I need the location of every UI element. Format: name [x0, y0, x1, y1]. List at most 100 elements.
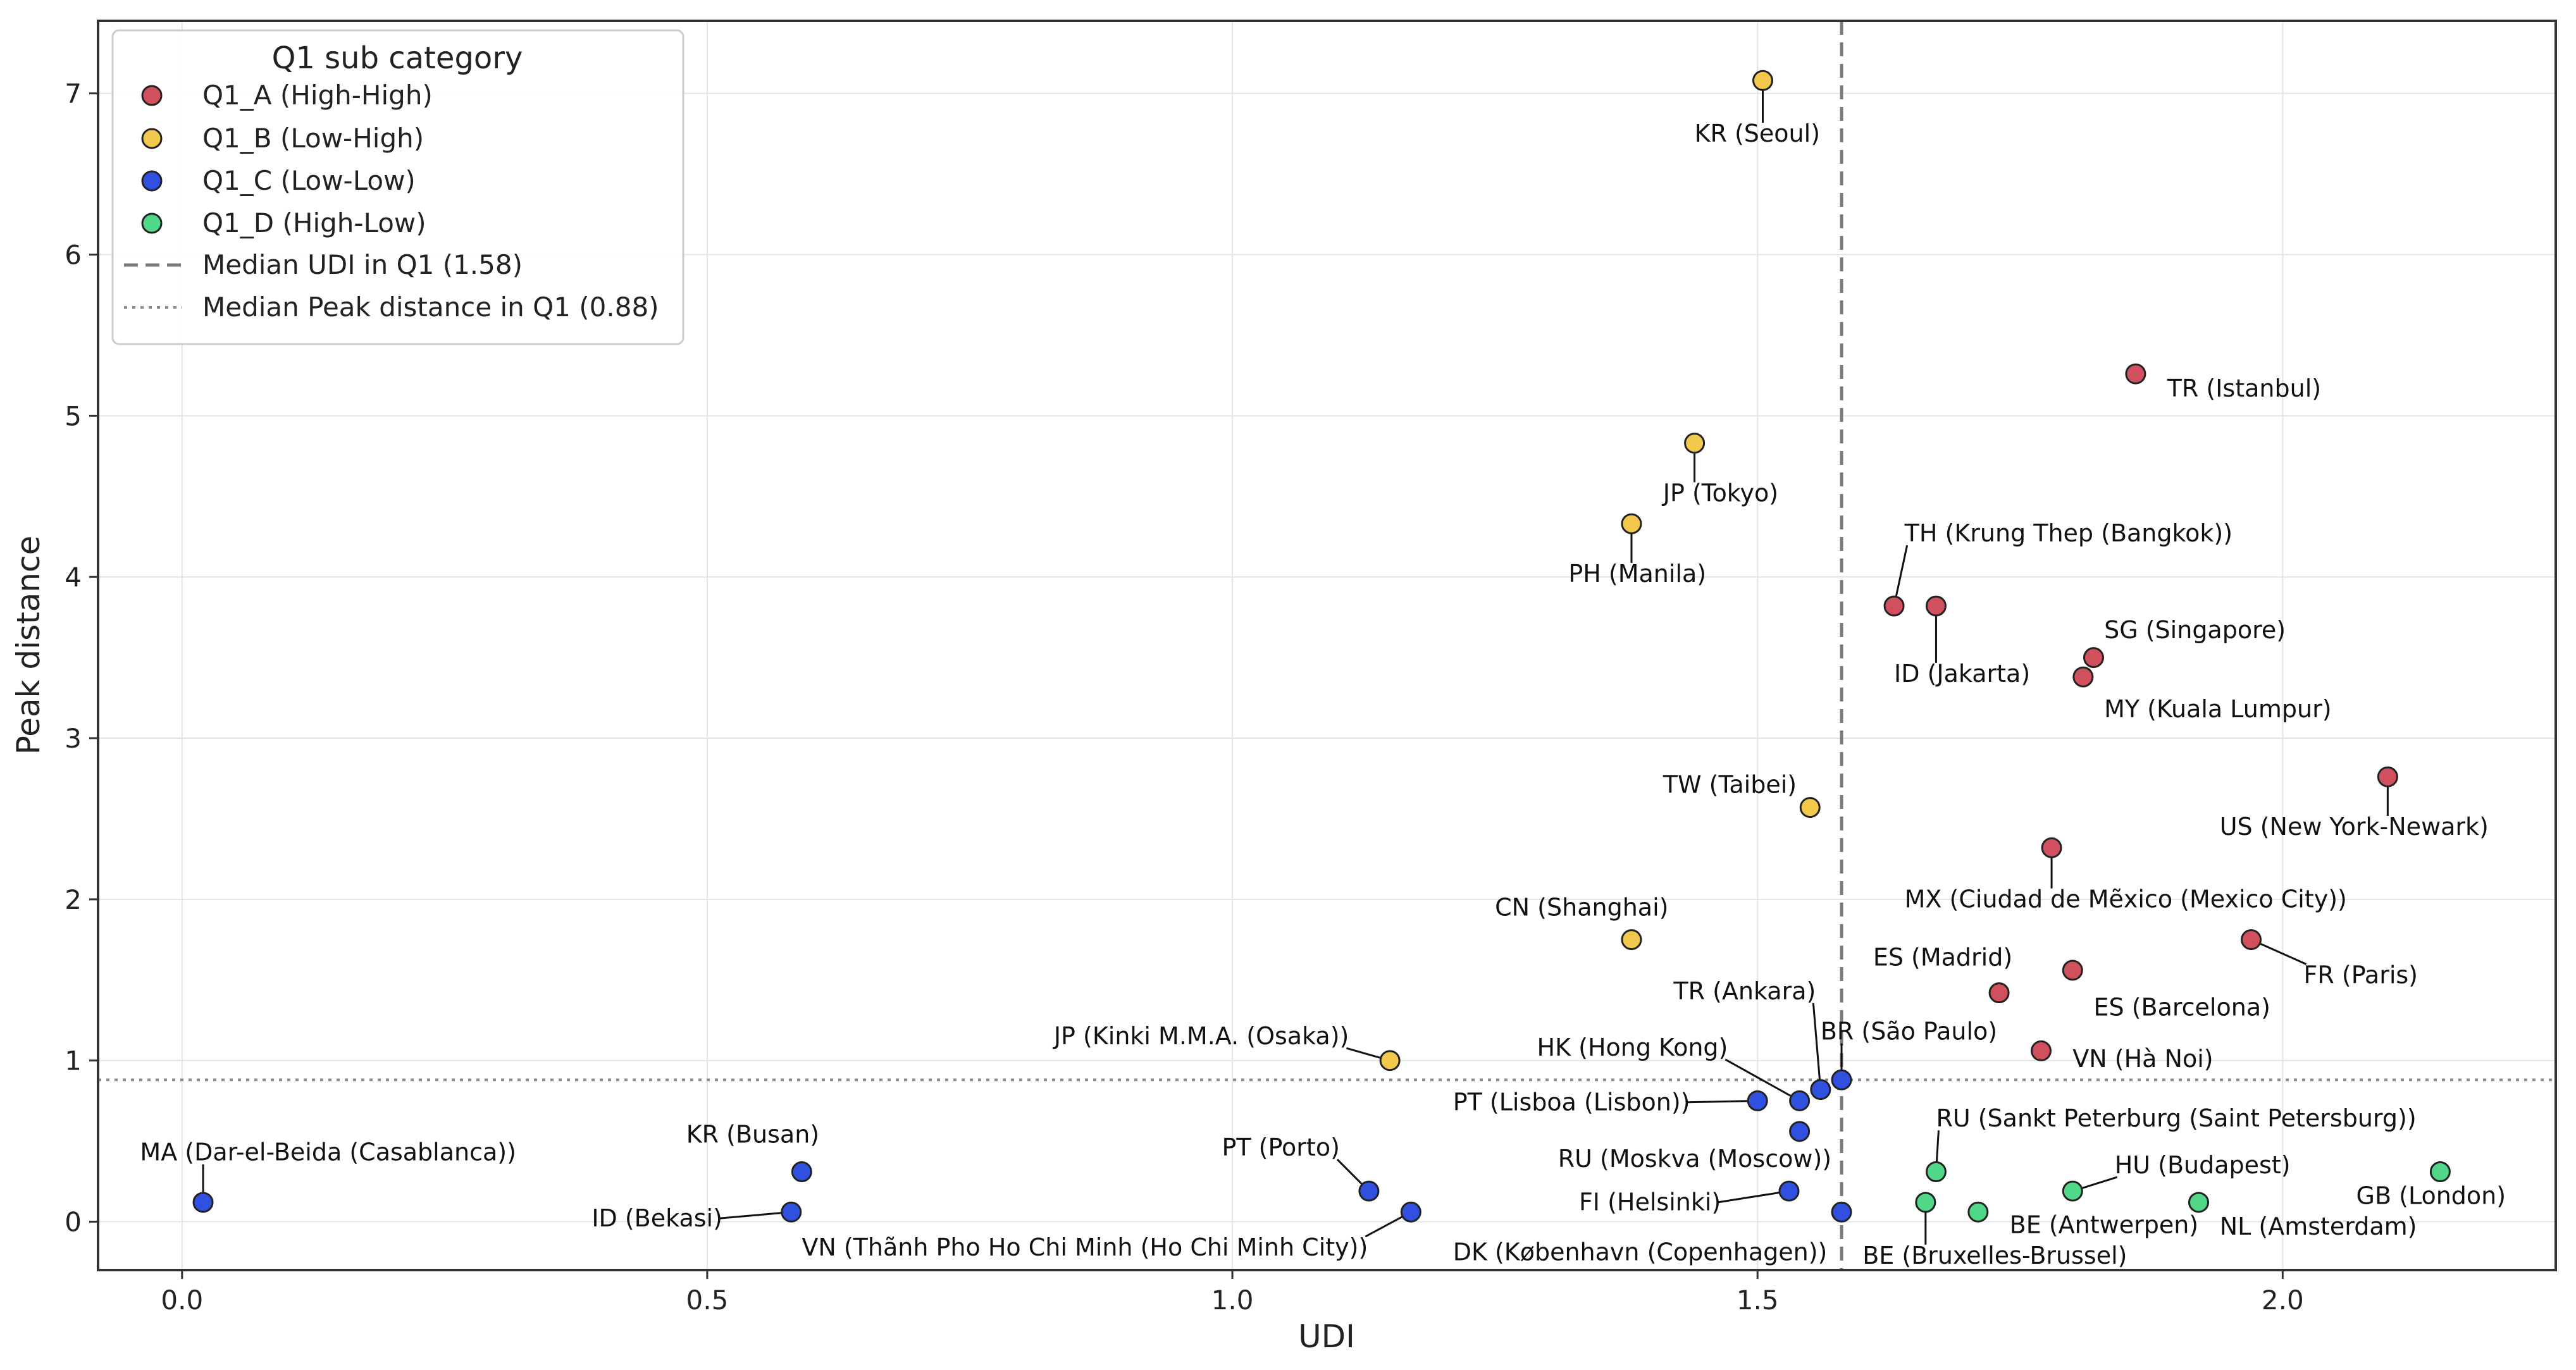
- data-point: [1799, 797, 1821, 818]
- data-point: [1621, 929, 1642, 951]
- label-leader-line: [1812, 1003, 1822, 1090]
- data-point: [1831, 1201, 1852, 1223]
- point-label: ES (Madrid): [1873, 943, 2012, 971]
- point-label: RU (Moskva (Moscow)): [1558, 1145, 1831, 1173]
- point-label: RU (Sankt Peterburg (Saint Petersburg)): [1936, 1104, 2416, 1132]
- point-label: HU (Budapest): [2115, 1151, 2291, 1179]
- plot-area-frame: [97, 20, 2557, 1271]
- point-label: TR (Istanbul): [2167, 374, 2321, 402]
- legend-entry: Q1_B (Low-High): [202, 123, 424, 154]
- point-label: US (New York-Newark): [2220, 813, 2489, 841]
- data-point: [1379, 1050, 1401, 1071]
- point-label: BR (São Paulo): [1821, 1018, 1997, 1046]
- point-label: TH (Krung Thep (Bangkok)): [1904, 519, 2232, 547]
- point-label: VN (Thãnh Pho Ho Chi Minh (Ho Chi Minh C…: [802, 1233, 1368, 1261]
- legend-marker: [141, 213, 163, 234]
- data-point: [2062, 1180, 2083, 1202]
- data-point: [2429, 1161, 2451, 1183]
- data-point: [1925, 595, 1947, 617]
- point-label: FR (Paris): [2304, 961, 2418, 989]
- data-point: [2377, 766, 2398, 787]
- point-label: JP (Tokyo): [1662, 479, 1778, 507]
- point-label: VN (Hà Noi): [2072, 1045, 2213, 1073]
- data-point: [2188, 1192, 2210, 1213]
- point-label: BE (Bruxelles-Brussel): [1862, 1242, 2127, 1269]
- data-point: [192, 1192, 214, 1213]
- point-label: MA (Dar-el-Beida (Casablanca)): [140, 1139, 516, 1166]
- data-point: [1684, 433, 1706, 454]
- point-label: MX (Ciudad de Mẽxico (Mexico City)): [1905, 886, 2347, 913]
- point-label: ES (Barcelona): [2093, 993, 2270, 1021]
- point-label: DK (København (Copenhagen)): [1453, 1238, 1828, 1266]
- data-point: [1925, 1161, 1947, 1183]
- data-point: [1915, 1192, 1936, 1213]
- legend-entry: Q1_D (High-Low): [202, 207, 426, 238]
- data-point: [1752, 70, 1774, 91]
- data-point: [1789, 1090, 1811, 1111]
- x-tick-label: 0.0: [161, 1285, 203, 1316]
- point-label: KR (Seoul): [1695, 120, 1820, 147]
- y-tick-label: 1: [65, 1046, 82, 1077]
- legend-title: Q1 sub category: [272, 40, 523, 76]
- data-point: [1621, 513, 1642, 534]
- data-point: [1400, 1201, 1421, 1223]
- point-label: FI (Helsinki): [1579, 1188, 1721, 1216]
- point-label: BE (Antwerpen): [2010, 1211, 2198, 1238]
- data-points: [192, 70, 2451, 1223]
- point-labels: TR (Istanbul) TH (Krung Thep (Bangkok)) ID…: [140, 120, 2506, 1269]
- point-label: KR (Busan): [686, 1121, 819, 1149]
- legend-entry: Median UDI in Q1 (1.58): [202, 249, 523, 280]
- data-point: [1747, 1090, 1768, 1111]
- data-point: [1789, 1121, 1811, 1142]
- y-axis-label: Peak distance: [10, 536, 47, 755]
- legend-marker: [141, 85, 163, 106]
- legend-box: [111, 29, 684, 345]
- point-label: TR (Ankara): [1673, 977, 1816, 1005]
- label-leader-line: [1687, 1099, 1758, 1104]
- y-tick-label: 2: [65, 884, 82, 915]
- point-label: ID (Bekasi): [591, 1204, 722, 1232]
- data-point: [791, 1161, 812, 1183]
- legend-entry: Q1_C (Low-Low): [202, 165, 416, 196]
- legend-entry: Median Peak distance in Q1 (0.88): [202, 292, 659, 323]
- data-point: [1358, 1180, 1380, 1202]
- data-point: [2041, 837, 2062, 858]
- x-tick-label: 1.0: [1211, 1285, 1254, 1316]
- x-tick-label: 1.5: [1737, 1285, 1779, 1316]
- point-label: JP (Kinki M.M.A. (Osaka)): [1053, 1022, 1349, 1050]
- axis-ticks: 0.0 0.5 1.0 1.5 2.0 0 1 2 3 4 5 6 7: [65, 78, 2303, 1316]
- label-leader-line: [719, 1211, 791, 1219]
- point-label: NL (Amsterdam): [2220, 1213, 2417, 1240]
- point-label: MY (Kuala Lumpur): [2104, 695, 2331, 723]
- point-label: PH (Manila): [1568, 560, 1706, 588]
- label-leader-line: [1718, 1190, 1790, 1204]
- data-point: [2125, 363, 2146, 385]
- x-tick-label: 0.5: [686, 1285, 729, 1316]
- legend-marker: [141, 170, 163, 192]
- point-label: PT (Porto): [1222, 1133, 1339, 1161]
- legend-marker: [141, 128, 163, 149]
- y-tick-label: 7: [65, 78, 82, 109]
- point-label: GB (London): [2356, 1182, 2506, 1210]
- point-label: SG (Singapore): [2104, 616, 2286, 644]
- x-axis-label: UDI: [1298, 1318, 1355, 1355]
- data-point: [1967, 1201, 1989, 1223]
- point-label: PT (Lisboa (Lisbon)): [1453, 1089, 1690, 1116]
- y-tick-label: 5: [65, 400, 82, 431]
- data-point: [2241, 929, 2262, 951]
- data-point: [1778, 1180, 1800, 1202]
- legend-entry: Q1_A (High-High): [202, 80, 433, 111]
- data-point: [1831, 1069, 1852, 1090]
- data-point: [1810, 1079, 1831, 1101]
- label-leader-line: [1725, 1058, 1800, 1102]
- point-label: HK (Hong Kong): [1537, 1034, 1728, 1061]
- data-point: [781, 1201, 802, 1223]
- legend: Q1 sub category Q1_A (High-High) Q1_B (Lo…: [111, 29, 684, 345]
- y-tick-label: 4: [65, 562, 82, 593]
- point-label: CN (Shanghai): [1495, 893, 1668, 921]
- data-point: [2072, 666, 2094, 688]
- data-point: [1883, 595, 1905, 617]
- point-label: TW (Taibei): [1663, 771, 1797, 799]
- y-tick-label: 0: [65, 1207, 82, 1238]
